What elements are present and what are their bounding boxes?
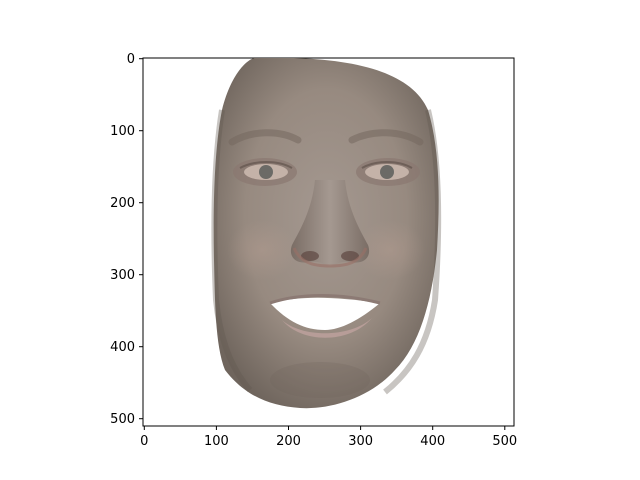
face-image	[211, 58, 442, 409]
left-eye	[233, 158, 297, 186]
x-tick-label: 500	[492, 434, 517, 449]
mouth	[269, 294, 381, 338]
x-tick-label: 200	[276, 434, 301, 449]
y-tick-label: 100	[110, 124, 135, 139]
y-tick-label: 0	[127, 52, 135, 67]
y-tick-label: 400	[110, 340, 135, 355]
x-tick-label: 300	[348, 434, 373, 449]
x-tick-label: 0	[140, 434, 148, 449]
right-eye	[356, 158, 420, 186]
nose	[290, 180, 370, 266]
x-tick-label: 100	[204, 434, 229, 449]
y-tick-label: 300	[110, 268, 135, 283]
x-tick-label: 400	[420, 434, 445, 449]
left-brow	[228, 129, 302, 146]
y-tick-label: 200	[110, 196, 135, 211]
x-axis: 0 100 200 300 400 500	[140, 426, 517, 449]
y-tick-label: 500	[110, 412, 135, 427]
y-axis: 0 100 200 300 400 500	[110, 52, 143, 427]
right-brow	[348, 129, 424, 146]
